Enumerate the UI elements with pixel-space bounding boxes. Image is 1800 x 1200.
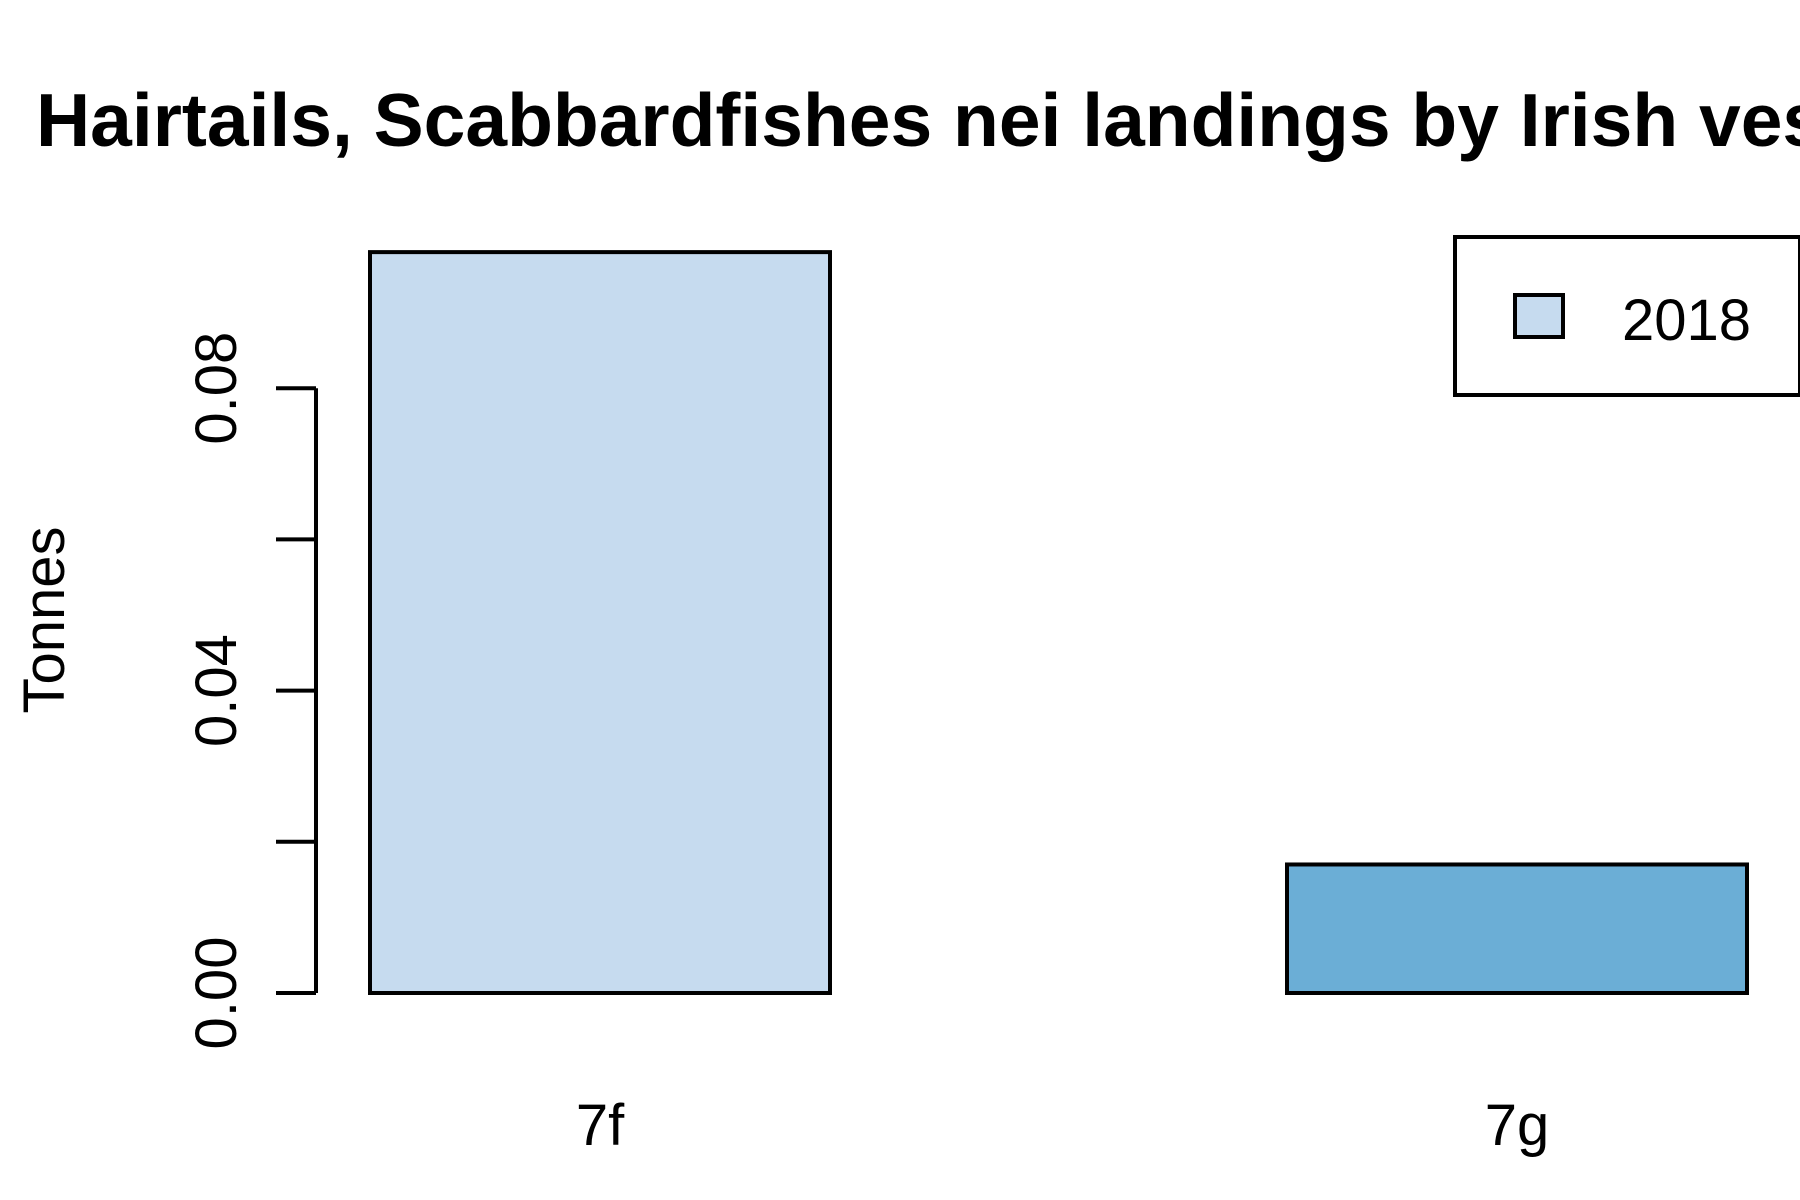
- x-axis-labels: 7f 7g: [576, 1093, 1549, 1158]
- legend: 2018: [1453, 235, 1800, 397]
- y-tick-label: 0.00: [184, 937, 249, 1050]
- y-tick-label: 0.04: [184, 634, 249, 747]
- legend-box: [1453, 235, 1800, 397]
- x-tick-label-7f: 7f: [576, 1093, 625, 1158]
- y-tick-label: 0.08: [184, 332, 249, 445]
- y-axis: 0.00 0.04 0.08: [184, 332, 318, 1050]
- bars-group: [368, 250, 1749, 995]
- bar-7g: [1285, 862, 1749, 995]
- legend-label: 2018: [1622, 288, 1751, 353]
- x-tick-label-7g: 7g: [1485, 1093, 1550, 1158]
- chart-title: Hairtails, Scabbardfishes nei landings b…: [36, 78, 1800, 162]
- legend-swatch: [1513, 293, 1565, 339]
- bar-7f: [368, 250, 832, 995]
- y-axis-label: Tonnes: [12, 526, 77, 713]
